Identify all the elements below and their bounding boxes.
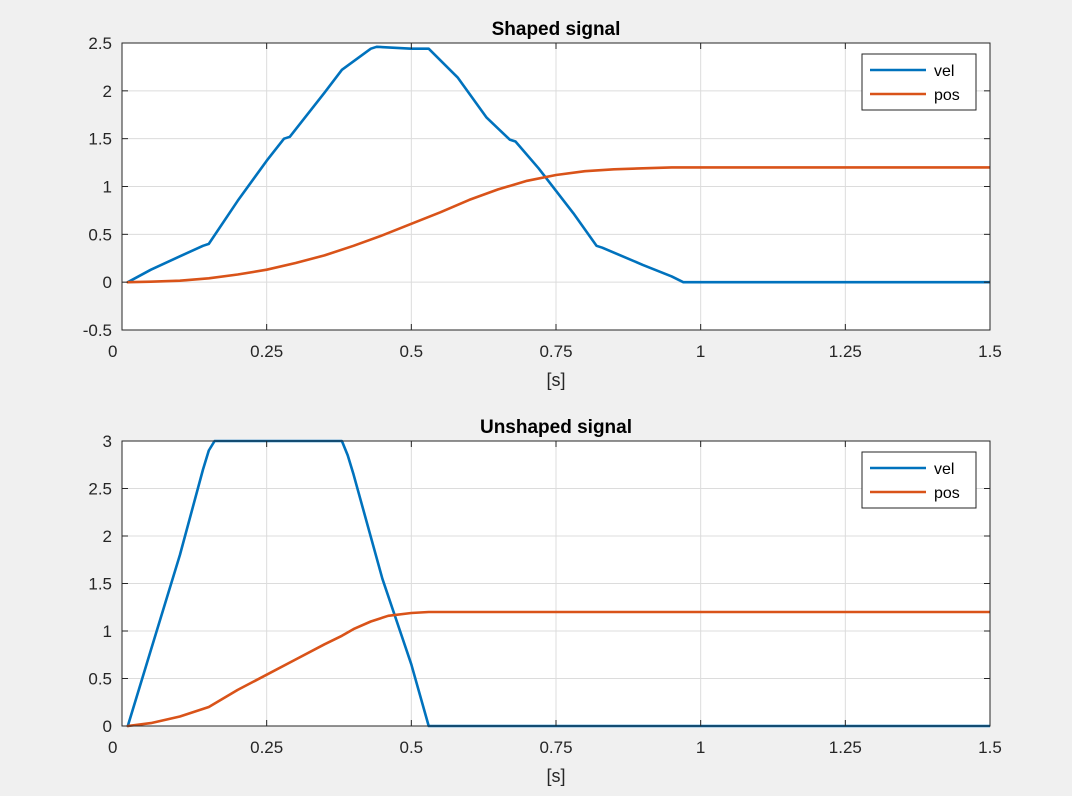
x-tick-label: 1.5 bbox=[978, 342, 1002, 361]
legend: vel pos bbox=[861, 53, 977, 111]
legend-label-pos: pos bbox=[934, 485, 960, 502]
y-tick-label: 1 bbox=[103, 622, 112, 641]
unshaped-signal-chart: 0 0.25 0.5 0.75 1 1.25 1.5 0 0.5 1 1.5 2 2.5 3 [s] Unsh… bbox=[88, 417, 1001, 786]
shaped-signal-chart: 0 0.25 0.5 0.75 1 1.25 1.5 -0.5 0 0.5 1 1.5 2 2.5 [s] S… bbox=[83, 19, 1002, 390]
legend-label-pos: pos bbox=[934, 87, 960, 104]
legend-box bbox=[861, 451, 977, 509]
x-tick-label: 1 bbox=[696, 342, 705, 361]
series-line-vel bbox=[126, 45, 990, 284]
y-tick-label: 1.5 bbox=[88, 575, 112, 594]
series-line-pos bbox=[126, 166, 990, 284]
x-tick-label: 0.5 bbox=[400, 342, 424, 361]
y-tick-label: 0 bbox=[103, 717, 112, 736]
y-tick-label: 2 bbox=[103, 527, 112, 546]
y-tick-label: 0.5 bbox=[88, 225, 112, 244]
series-line-pos bbox=[126, 610, 990, 728]
x-tick-label: 1.25 bbox=[829, 342, 862, 361]
y-tick-label: 2 bbox=[103, 82, 112, 101]
y-tick-label: -0.5 bbox=[83, 321, 112, 340]
x-tick-label: 0.5 bbox=[400, 738, 424, 757]
x-axis-label: [s] bbox=[546, 370, 565, 390]
x-tick-label: 0 bbox=[108, 738, 117, 757]
legend-label-vel: vel bbox=[934, 63, 954, 80]
x-tick-label: 1 bbox=[696, 738, 705, 757]
x-tick-label: 0.75 bbox=[539, 342, 572, 361]
y-tick-label: 0.5 bbox=[88, 670, 112, 689]
y-tick-label: 2.5 bbox=[88, 480, 112, 499]
y-tick-label: 3 bbox=[103, 432, 112, 451]
chart-title: Unshaped signal bbox=[480, 417, 632, 438]
x-tick-label: 0.75 bbox=[539, 738, 572, 757]
legend-label-vel: vel bbox=[934, 461, 954, 478]
y-tick-label: 2.5 bbox=[88, 34, 112, 53]
legend-box bbox=[861, 53, 977, 111]
y-tick-label: 1 bbox=[103, 178, 112, 197]
y-tick-label: 0 bbox=[103, 273, 112, 292]
x-tick-label: 1.25 bbox=[829, 738, 862, 757]
x-tick-label: 0 bbox=[108, 342, 117, 361]
x-tick-label: 0.25 bbox=[250, 342, 283, 361]
x-tick-label: 0.25 bbox=[250, 738, 283, 757]
chart-title: Shaped signal bbox=[492, 19, 621, 40]
x-axis-label: [s] bbox=[546, 766, 565, 786]
y-tick-label: 1.5 bbox=[88, 130, 112, 149]
x-tick-label: 1.5 bbox=[978, 738, 1002, 757]
legend: vel pos bbox=[861, 451, 977, 509]
